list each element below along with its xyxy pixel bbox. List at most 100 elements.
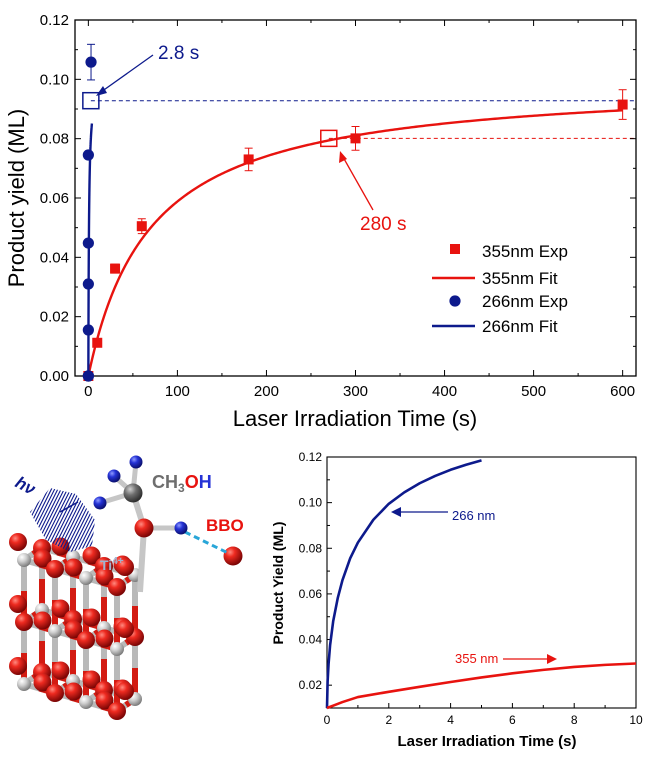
x-tick-label: 400 <box>432 383 457 400</box>
photon-hatch-line <box>63 488 95 552</box>
y-tick-label: 0.10 <box>299 496 323 510</box>
y-tick-label: 0.04 <box>299 633 323 647</box>
arrow-355nm-head <box>547 654 557 664</box>
x-tick-label: 100 <box>165 383 190 400</box>
oxygen-atom <box>9 657 27 675</box>
h-atom <box>93 496 107 510</box>
data-point-355nm <box>136 221 147 232</box>
data-point-355nm <box>243 154 254 165</box>
data-point-355nm <box>350 133 361 144</box>
titanium-atom <box>48 624 62 638</box>
x-tick-label: 2 <box>385 713 392 727</box>
x-tick-label: 0 <box>84 383 92 400</box>
oxygen-atom <box>46 684 64 702</box>
x-tick-label: 600 <box>610 383 635 400</box>
legend-label-266-exp: 266nm Exp <box>482 292 568 311</box>
half-life-marker <box>82 91 100 110</box>
photon-hatch-line <box>30 488 63 552</box>
bbo-hydrogen-bond <box>184 530 229 555</box>
titanium-atom <box>79 695 93 709</box>
oxygen-atom <box>64 558 83 577</box>
chart-bottom: 0 2 4 6 8 10 0.02 0.04 0.06 0.08 0.10 0.12 Laser Ir… <box>270 450 643 750</box>
oxygen-atom <box>33 611 52 630</box>
y-tick-label: 0.12 <box>299 450 323 464</box>
data-point-266nm <box>82 370 94 382</box>
ti-o-bond <box>137 527 147 593</box>
titanium-atom <box>17 553 31 567</box>
photon-hatch-line <box>30 488 60 552</box>
x-axis-label: Laser Irradiation Time (s) <box>398 733 577 750</box>
photon-hatch-line <box>76 488 95 552</box>
oxygen-atom <box>116 620 134 638</box>
oxygen-atom <box>51 661 70 680</box>
photon-arrow <box>59 501 79 513</box>
y-tick-label: 0.04 <box>40 249 69 266</box>
tio2-structure-illustration: hν CH3OH BBO Ti4+ <box>9 455 244 720</box>
oxygen-atom <box>9 533 27 551</box>
legend: 355nm Exp 355nm Fit 266nm Exp 266nm Fit <box>432 242 568 336</box>
oxygen-atom <box>82 546 101 565</box>
oxygen-atom <box>15 613 33 631</box>
fit-line-266nm-fit <box>87 123 94 376</box>
methanol-molecule <box>93 455 229 593</box>
oxygen-atom <box>33 549 52 568</box>
oxygen-atom <box>82 608 101 627</box>
axis-ticks: 0 100 200 300 400 500 600 0.00 0.02 0.04 0.06 0.08 0… <box>40 12 636 400</box>
arrow-280s-line <box>342 156 374 211</box>
oxygen-atom <box>108 702 126 720</box>
oxygen-atom <box>51 599 70 618</box>
reference-lines <box>90 100 636 139</box>
oxygen-atom <box>108 578 126 596</box>
axis-ticks: 0 2 4 6 8 10 0.02 0.04 0.06 0.08 0.10 0.12 <box>299 450 643 727</box>
hydroxyl-h-atom <box>174 521 188 535</box>
data-point-266nm <box>82 149 94 161</box>
plot-frame <box>326 456 637 709</box>
arrow-2.8s-line <box>100 54 154 93</box>
x-tick-label: 300 <box>343 383 368 400</box>
photon-hatch-line <box>30 488 57 552</box>
annotation-2.8s: 2.8 s <box>158 43 199 64</box>
y-tick-label: 0.02 <box>299 678 323 692</box>
oxygen-atom <box>33 673 52 692</box>
oxygen-atom <box>116 682 134 700</box>
y-axis-label: Product yield (ML) <box>4 109 29 288</box>
arrow-2.8s-head <box>96 86 107 96</box>
x-tick-label: 4 <box>447 713 454 727</box>
bbo-oxygen-atom <box>223 546 243 566</box>
arrow-280s-head <box>339 151 347 163</box>
annotation-355nm: 355 nm <box>455 651 498 666</box>
legend-label-355-exp: 355nm Exp <box>482 242 568 261</box>
x-tick-label: 0 <box>324 713 331 727</box>
x-tick-label: 6 <box>509 713 516 727</box>
oxygen-atom <box>116 558 134 576</box>
legend-label-266-fit: 266nm Fit <box>482 317 558 336</box>
x-tick-label: 500 <box>521 383 546 400</box>
legend-marker-355-exp <box>450 244 460 254</box>
titanium-atom <box>110 642 124 656</box>
y-tick-label: 0.10 <box>40 71 69 88</box>
y-tick-label: 0.06 <box>299 587 323 601</box>
label-h-nu: hν <box>12 473 39 499</box>
y-tick-label: 0.08 <box>40 131 69 148</box>
oxygen-atom <box>82 670 101 689</box>
arrow-266nm-head <box>391 507 401 517</box>
curve-355-nm <box>326 662 637 710</box>
x-tick-label: 8 <box>571 713 578 727</box>
photon-hatch-line <box>73 488 95 552</box>
legend-marker-266-exp <box>449 295 461 307</box>
data-points <box>82 43 628 382</box>
carbon-atom <box>123 483 143 503</box>
oxygen-atom <box>64 682 83 701</box>
y-tick-label: 0.02 <box>40 309 69 326</box>
legend-label-355-fit: 355nm Fit <box>482 269 558 288</box>
oxygen-atom <box>64 620 83 639</box>
y-tick-label: 0.00 <box>40 368 69 385</box>
oxygen-atom <box>95 567 114 586</box>
titanium-atom <box>17 677 31 691</box>
oxygen-atom <box>95 691 114 710</box>
oxygen-atom <box>9 595 27 613</box>
y-axis-label: Product Yield (ML) <box>270 522 286 645</box>
data-point-355nm <box>617 99 628 110</box>
x-axis-label: Laser Irradiation Time (s) <box>233 406 478 431</box>
